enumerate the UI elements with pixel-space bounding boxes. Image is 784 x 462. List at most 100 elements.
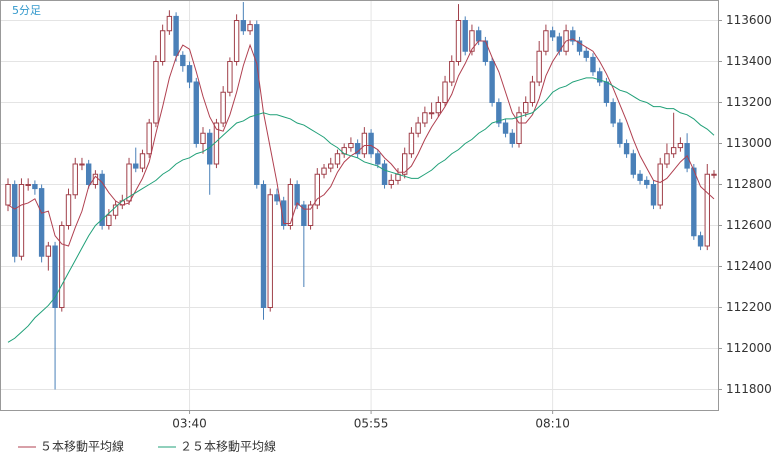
candle-body (442, 81, 448, 103)
candle-body (220, 91, 226, 124)
plot-frame (0, 0, 719, 411)
candle-body (375, 153, 381, 165)
candle-body (462, 20, 468, 52)
candle-body (328, 163, 334, 169)
candle-body (516, 112, 522, 144)
candle-body (254, 24, 260, 185)
candle-body (106, 214, 112, 226)
candle-body (583, 50, 589, 58)
candle-body (623, 143, 630, 155)
candle-body (85, 163, 92, 185)
candle-body (59, 225, 65, 308)
chart-label: 5分足 (12, 4, 41, 17)
candle-body (267, 194, 273, 308)
candle-body (469, 30, 475, 52)
moving-average-line (7, 38, 715, 247)
candle-body (670, 147, 677, 155)
candle-body (637, 173, 643, 181)
candle-body (704, 173, 710, 247)
candle-body (200, 132, 206, 144)
candle-body (502, 122, 509, 134)
candle-body (274, 194, 280, 202)
candle-body (307, 204, 314, 226)
candle-body (301, 204, 307, 226)
candle-body (596, 71, 603, 83)
candle-body (610, 102, 616, 124)
candle-body (348, 143, 354, 149)
candle-body (475, 30, 482, 42)
candle-body (402, 153, 408, 175)
candle-body (388, 179, 394, 185)
candle-body (543, 30, 549, 52)
candle-body (691, 167, 697, 237)
candle-body (65, 194, 72, 226)
candle-body (590, 56, 596, 73)
y-tick-label: 113000 (726, 136, 772, 150)
candle-body (247, 24, 253, 32)
candle-body (650, 184, 657, 206)
candle-body (159, 30, 166, 62)
candle-body (549, 30, 556, 38)
candle-body (711, 173, 717, 176)
candle-body (79, 163, 85, 166)
candle-body (657, 163, 663, 206)
y-tick-label: 112800 (726, 177, 772, 191)
legend-label: ５本移動平均線 (40, 439, 124, 454)
x-tick-label: 03:40 (172, 417, 207, 431)
candle-body (126, 163, 132, 202)
candle-body (449, 61, 455, 83)
candle-body (603, 81, 610, 103)
candle-body (240, 20, 247, 32)
candle-body (664, 153, 670, 165)
y-tick-label: 112200 (726, 300, 772, 314)
candle-body (18, 184, 25, 257)
candle-body (12, 184, 18, 257)
candle-body (489, 61, 495, 103)
candle-body (630, 153, 637, 175)
candle-body (496, 102, 502, 124)
candle-body (38, 188, 45, 257)
x-tick-label: 05:55 (354, 417, 389, 431)
candle-body (422, 112, 428, 124)
candle-body (52, 245, 58, 308)
candle-body (435, 102, 442, 114)
y-tick-label: 112000 (726, 341, 772, 355)
candle-body (408, 132, 415, 155)
candle-body (576, 40, 583, 52)
candle-body (415, 122, 421, 134)
y-tick-label: 112400 (726, 259, 772, 273)
candle-body (529, 81, 536, 103)
candle-body (455, 20, 462, 62)
candle-body (677, 143, 684, 149)
candle-body (617, 122, 623, 144)
candle-body (536, 50, 542, 83)
candle-body (5, 184, 11, 206)
candle-body (280, 200, 287, 226)
candle-body (321, 167, 327, 175)
candle-body (509, 132, 515, 144)
candle-body (570, 30, 576, 42)
y-tick-label: 112600 (726, 218, 772, 232)
candle-body (428, 112, 435, 115)
candle-body (173, 15, 179, 56)
candle-body (45, 245, 52, 257)
candle-body (523, 102, 529, 114)
candle-body (146, 122, 152, 155)
candle-body (334, 153, 341, 165)
moving-average-line (7, 77, 715, 343)
candle-body (186, 65, 193, 83)
y-tick-label: 111800 (726, 382, 772, 396)
y-tick-label: 113600 (726, 13, 772, 27)
candle-body (368, 132, 374, 155)
candle-body (294, 184, 300, 206)
candle-body (260, 184, 267, 308)
candle-body (287, 184, 294, 226)
candle-body (381, 163, 388, 185)
candle-body (72, 163, 78, 196)
candle-body (32, 184, 38, 190)
candle-body (193, 81, 199, 144)
candle-body (697, 235, 704, 247)
candle-body (227, 61, 233, 93)
y-tick-label: 113400 (726, 54, 772, 68)
